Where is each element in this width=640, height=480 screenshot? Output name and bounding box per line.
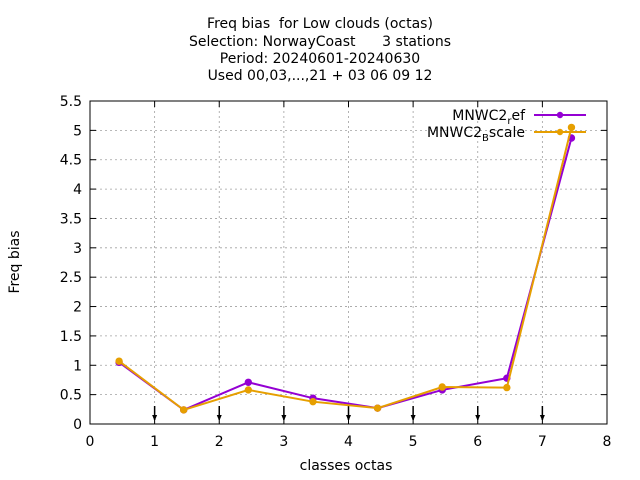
y-tick-label: 0 xyxy=(73,417,82,433)
y-tick-label: 4.5 xyxy=(60,153,82,169)
chart-title-line-1: Freq bias for Low clouds (octas) xyxy=(207,16,433,32)
x-tick-label: 7 xyxy=(538,434,547,450)
data-point xyxy=(244,378,253,387)
class-boundary-arrow-head xyxy=(410,415,416,421)
legend-swatch-marker xyxy=(556,128,564,136)
data-point xyxy=(567,123,576,132)
x-tick-label: 2 xyxy=(215,434,224,450)
class-boundary-arrow-head xyxy=(152,415,158,421)
chart-title-line-3: Period: 20240601-20240630 xyxy=(219,51,421,67)
data-point xyxy=(373,404,382,412)
data-point xyxy=(438,383,446,391)
data-point xyxy=(180,406,188,414)
data-point xyxy=(115,357,123,365)
series-line xyxy=(118,137,573,412)
y-tick-label: 1 xyxy=(73,358,82,374)
legend-swatch-marker xyxy=(556,111,564,119)
class-boundary-arrow-head xyxy=(539,415,545,421)
y-tick-label: 2.5 xyxy=(60,270,82,286)
data-point xyxy=(309,397,317,406)
x-tick-label: 1 xyxy=(150,434,159,450)
data-point xyxy=(503,383,511,392)
y-tick-label: 3 xyxy=(73,241,82,257)
x-tick-label: 4 xyxy=(344,434,353,450)
class-markers xyxy=(152,406,545,421)
class-boundary-arrow-head xyxy=(216,415,222,421)
x-tick-label: 3 xyxy=(279,434,288,450)
x-tick-label: 5 xyxy=(409,434,418,450)
legend-label: MNWC2Bscale xyxy=(427,125,525,144)
y-tick-label: 0.5 xyxy=(60,388,82,404)
data-point xyxy=(244,386,253,394)
class-boundary-arrow-head xyxy=(475,415,481,421)
axes: 0 1 2 3 4 5 6 7 8 0 0.5 1 1.5 2 2.5 3 3.5 4 4.5 5 5.5 xyxy=(60,94,612,450)
series-layer xyxy=(115,123,576,414)
grid xyxy=(90,101,607,424)
x-tick-label: 8 xyxy=(603,434,612,450)
x-axis-label: classes octas xyxy=(299,458,393,474)
chart-title-line-4: Used 00,03,...,21 + 03 06 09 12 xyxy=(207,68,433,84)
class-boundary-arrow-head xyxy=(346,415,351,421)
class-boundary-arrow-head xyxy=(281,415,287,421)
y-tick-label: 3.5 xyxy=(60,211,82,227)
y-tick-label: 4 xyxy=(73,182,82,198)
series-0 xyxy=(115,134,576,414)
series-line xyxy=(118,127,573,412)
chart-title-line-2: Selection: NorwayCoast 3 stations xyxy=(188,34,452,50)
y-tick-label: 5 xyxy=(73,123,82,139)
x-tick-label: 0 xyxy=(86,434,95,450)
y-tick-label: 5.5 xyxy=(60,94,82,110)
y-tick-label: 2 xyxy=(73,300,82,316)
x-tick-label: 6 xyxy=(473,434,482,450)
y-tick-label: 1.5 xyxy=(60,329,82,345)
series-1 xyxy=(115,123,576,414)
legend-label: MNWC2ref xyxy=(452,108,526,127)
